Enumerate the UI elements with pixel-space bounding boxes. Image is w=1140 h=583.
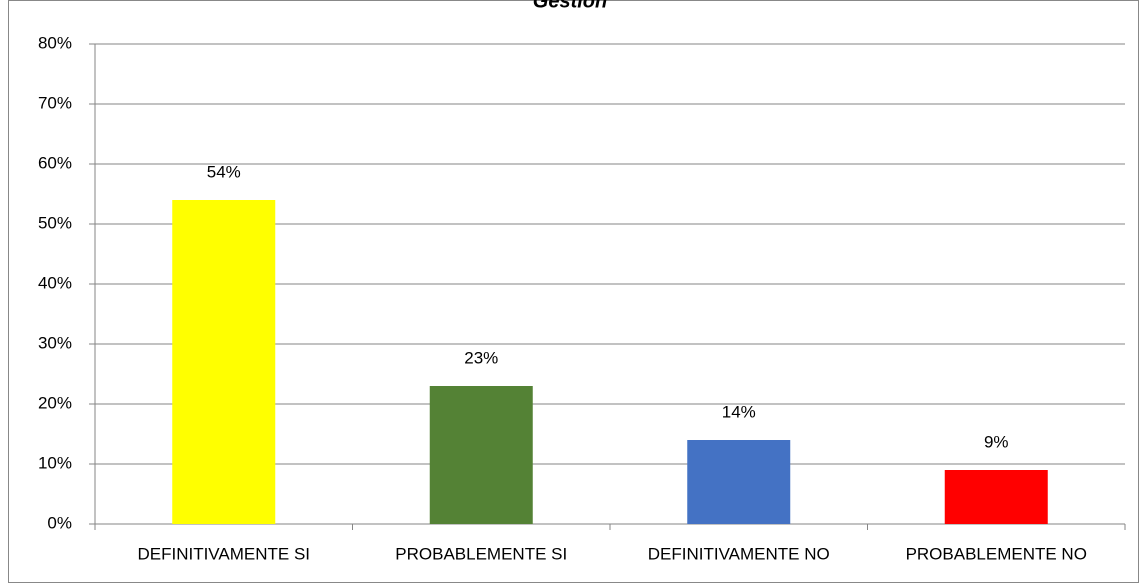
data-label: 14% (722, 402, 756, 421)
y-tick-label: 40% (38, 273, 72, 292)
y-tick-label: 30% (38, 333, 72, 352)
bar (429, 386, 533, 524)
bar (172, 200, 276, 524)
y-tick-label: 10% (38, 453, 72, 472)
y-tick-label: 60% (38, 153, 72, 172)
data-label: 54% (207, 162, 241, 181)
y-tick-label: 80% (38, 33, 72, 52)
data-label: 23% (464, 348, 498, 367)
bar (944, 470, 1048, 524)
x-tick-label: DEFINITIVAMENTE SI (137, 544, 310, 563)
y-tick-label: 50% (38, 213, 72, 232)
bar (687, 440, 791, 524)
x-tick-label: PROBABLEMENTE NO (906, 544, 1087, 563)
y-tick-label: 0% (47, 513, 72, 532)
chart-title: Gestion (533, 0, 607, 12)
x-tick-label: PROBABLEMENTE SI (395, 544, 567, 563)
y-tick-label: 20% (38, 393, 72, 412)
x-tick-label: DEFINITIVAMENTE NO (648, 544, 830, 563)
y-tick-label: 70% (38, 93, 72, 112)
data-label: 9% (984, 432, 1009, 451)
